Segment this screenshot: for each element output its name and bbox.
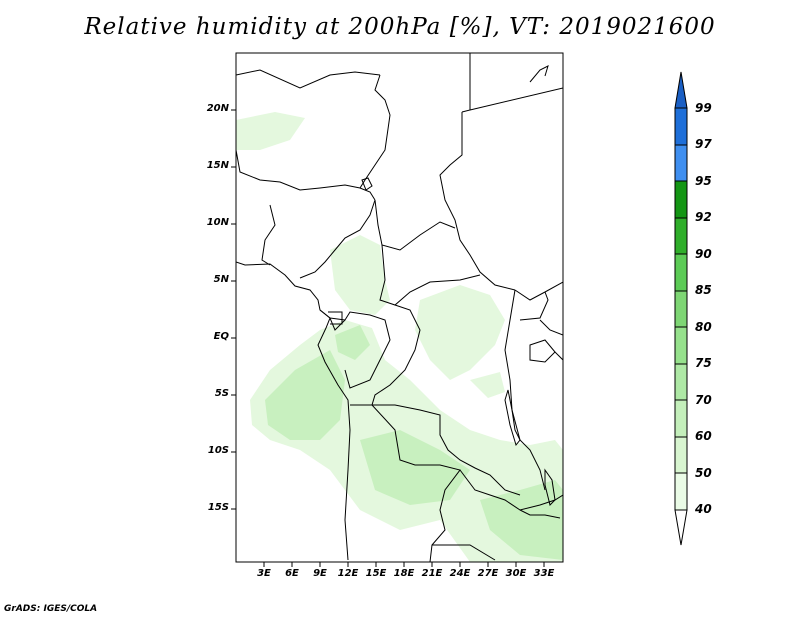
colorbar-bin-60-70 (674, 399, 688, 438)
colorbar-bin-95-97 (674, 144, 688, 182)
lon-label: 27E (477, 568, 499, 579)
lat-label: 20N (206, 103, 229, 114)
colorbar-bin-75-80 (674, 326, 688, 365)
nigeria-border (261, 204, 276, 266)
colorbar-label: 50 (695, 466, 712, 480)
colorbar-label: 85 (695, 283, 712, 297)
niger-border (236, 149, 376, 201)
colorbar-label: 99 (695, 101, 712, 115)
lon-label: 33E (533, 568, 555, 579)
colorbar-bin-85-90 (674, 253, 688, 292)
libya-algeria-border (236, 69, 381, 89)
lon-label: 3E (257, 568, 271, 579)
colorbar-top-arrow (674, 71, 688, 109)
rh-region-east2 (470, 372, 505, 398)
colorbar-bin-80-85 (674, 290, 688, 328)
kenya-sliver (554, 351, 563, 361)
lon-label: 24E (449, 568, 471, 579)
rh-region-east (415, 285, 505, 380)
map-frame (235, 52, 564, 563)
uganda-border (519, 291, 549, 321)
lon-label: 15E (365, 568, 387, 579)
colorbar-bin-92-95 (674, 180, 688, 219)
zambia-border (459, 469, 563, 511)
colorbar-bin-90-92 (674, 217, 688, 255)
lon-label: 30E (505, 568, 527, 579)
lat-label: EQ (213, 331, 229, 342)
rh-region-central (330, 235, 390, 315)
chad-sudan-border (439, 112, 516, 291)
colorbar-label: 90 (695, 247, 712, 261)
lon-label: 6E (285, 568, 299, 579)
lon-label: 12E (337, 568, 359, 579)
lat-label: 10N (206, 217, 229, 228)
colorbar-label: 92 (695, 210, 712, 224)
lat-label: 5N (213, 274, 229, 285)
drc-border (371, 304, 521, 496)
lon-label: 9E (313, 568, 327, 579)
colorbar-bin-70-75 (674, 363, 688, 401)
lon-label: 18E (393, 568, 415, 579)
rh-core-3 (480, 480, 563, 560)
chad-libya-border (359, 74, 391, 189)
east-border (539, 319, 563, 336)
lat-label: 15S (207, 502, 229, 513)
rh-core-2 (360, 430, 470, 505)
colorbar-label: 70 (695, 393, 712, 407)
lake-chad (361, 177, 373, 191)
colorbar-label: 80 (695, 320, 712, 334)
eq-guinea (328, 311, 343, 325)
colorbar-bin-97-99 (674, 107, 688, 146)
angola-border (350, 404, 461, 562)
sudan-border (469, 87, 563, 111)
grads-credit: GrADS: IGES/COLA (4, 604, 98, 614)
mozambique-border (519, 509, 561, 519)
rh-region-north (236, 112, 305, 150)
colorbar-bin-40-50 (674, 472, 688, 511)
lat-label: 15N (206, 160, 229, 171)
rh-core-1 (265, 350, 345, 440)
colorbar-label: 75 (695, 356, 712, 370)
south-sudan-border (514, 281, 563, 301)
nigeria-cameroon-border (299, 199, 376, 279)
humidity-field (236, 112, 563, 562)
colorbar (674, 71, 688, 546)
colorbar-label: 40 (695, 502, 712, 516)
lake-malawi (544, 468, 556, 506)
drc-east-border (504, 289, 546, 491)
lat-ticks (231, 109, 236, 510)
chad-car-border (374, 199, 456, 251)
lat-label: 5S (214, 388, 229, 399)
congo-border (329, 311, 391, 389)
colorbar-label: 60 (695, 429, 712, 443)
colorbar-bin-50-60 (674, 436, 688, 474)
lon-ticks (263, 562, 545, 567)
west-africa-coast (236, 261, 351, 561)
libya-egypt-border (461, 53, 471, 113)
car-border (379, 244, 481, 306)
lat-label: 10S (207, 445, 229, 456)
rh-core-4 (335, 325, 370, 360)
lon-label: 21E (421, 568, 443, 579)
map-title: Relative humidity at 200hPa [%], VT: 201… (84, 14, 716, 40)
namibia-border (432, 544, 496, 561)
colorbar-label: 95 (695, 174, 712, 188)
colorbar-bottom-arrow (674, 509, 688, 546)
colorbar-label: 97 (695, 137, 712, 151)
lake-victoria (529, 339, 556, 363)
country-borders (236, 53, 563, 562)
sinai-coast (529, 65, 549, 83)
lake-tanganyika (504, 389, 521, 447)
